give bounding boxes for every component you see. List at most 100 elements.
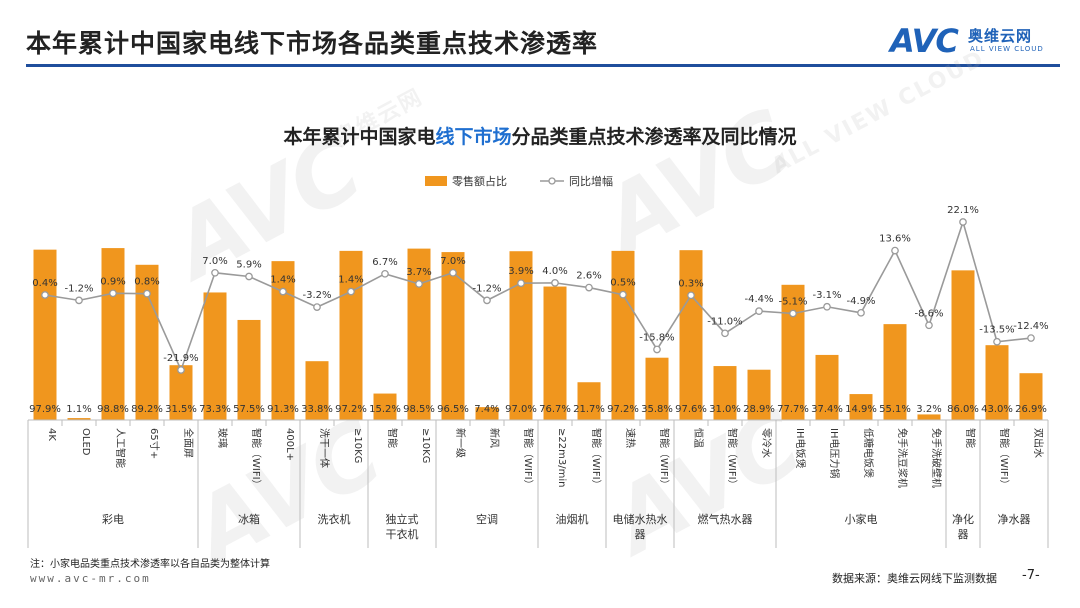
page-number: -7- — [1022, 568, 1040, 583]
line-value-label: -21.9% — [163, 353, 198, 364]
line-point — [279, 287, 287, 296]
bar-value-label: 55.1% — [879, 404, 911, 415]
bar-value-label: 91.3% — [267, 404, 299, 415]
line-value-label: -1.2% — [64, 283, 93, 294]
bar — [135, 264, 159, 420]
line-series — [44, 219, 1032, 373]
bar-value-label: 14.9% — [845, 404, 877, 415]
group-label: 燃气热水器 — [698, 512, 753, 526]
category-label: 洗干一体 — [318, 428, 330, 468]
bar-value-label: 97.2% — [335, 404, 367, 415]
website-url[interactable]: www.avc-mr.com — [30, 572, 151, 585]
line-point — [823, 302, 831, 311]
category-label: OLED — [80, 428, 91, 456]
bar — [101, 248, 125, 420]
category-label: 零冷水 — [760, 428, 773, 458]
line-point — [483, 296, 491, 305]
bar-value-label: 89.2% — [131, 404, 163, 415]
line-value-label: -4.4% — [744, 294, 773, 305]
chart-title-part-a: 本年累计中国家电 — [283, 126, 436, 148]
bar-value-label: 73.3% — [199, 404, 231, 415]
category-label: 智能 — [386, 428, 399, 448]
category-label: 智能 — [964, 428, 977, 448]
legend-line-marker — [548, 177, 556, 185]
category-label: 400L+ — [284, 428, 295, 461]
line-value-label: -12.4% — [1013, 321, 1048, 332]
chart-title-part-c: 分品类重点技术渗透率及同比情况 — [511, 126, 797, 148]
bar — [713, 366, 737, 420]
category-label: 智能（WIFI） — [998, 428, 1011, 490]
category-label: 65寸+ — [148, 428, 161, 459]
bar-value-label: 97.6% — [675, 404, 707, 415]
line-value-label: 0.4% — [32, 278, 57, 289]
bar — [237, 319, 261, 420]
bar-value-label: 57.5% — [233, 404, 265, 415]
line-value-label: 6.7% — [372, 257, 397, 268]
line-point — [653, 345, 661, 354]
bar-value-label: 96.5% — [437, 404, 469, 415]
group-label: 油烟机 — [556, 512, 589, 526]
category-label: 免手洗豆浆机 — [896, 428, 909, 488]
bar-value-label: 43.0% — [981, 404, 1013, 415]
line-value-label: 1.4% — [270, 275, 295, 286]
bar — [441, 252, 465, 420]
line-point — [245, 272, 253, 281]
line-point — [177, 366, 185, 374]
legend-bar-label: 零售额占比 — [452, 174, 507, 188]
group-label: 独立式 — [386, 512, 419, 526]
bar-value-label: 76.7% — [539, 404, 571, 415]
group-label: 小家电 — [845, 512, 878, 526]
bar-value-label: 15.2% — [369, 404, 401, 415]
bar-value-label: 26.9% — [1015, 404, 1047, 415]
bar-value-label: 86.0% — [947, 404, 979, 415]
bar-value-label: 33.8% — [301, 404, 333, 415]
line-point — [925, 321, 933, 330]
bar-value-label: 3.2% — [916, 404, 941, 415]
bar — [271, 261, 295, 420]
bar-value-label: 1.1% — [66, 404, 91, 415]
bar — [1019, 373, 1043, 420]
line-point — [721, 329, 729, 338]
category-label: 新风 — [488, 428, 501, 448]
category-label: ≥22m3/min — [556, 428, 567, 487]
line-point — [755, 307, 763, 315]
bar — [815, 354, 839, 420]
line-value-label: -8.6% — [914, 308, 943, 319]
line-point — [449, 268, 457, 277]
line-point — [857, 308, 865, 317]
line-point — [381, 269, 389, 278]
footnote: 注：小家电品类重点技术渗透率以各自品类为整体计算 — [30, 559, 270, 570]
line-value-label: -1.2% — [472, 283, 501, 294]
line-point — [959, 218, 967, 226]
bar — [509, 251, 533, 420]
bar — [475, 407, 499, 420]
line-value-label: 3.7% — [406, 267, 431, 278]
logo-mark: AVC — [890, 22, 959, 60]
line-value-label: 3.9% — [508, 266, 533, 277]
chart-title: 本年累计中国家电线下市场分品类重点技术渗透率及同比情况 — [0, 122, 1080, 149]
group-label: 净化 — [952, 512, 974, 526]
bar — [781, 284, 805, 420]
line-point — [211, 268, 219, 277]
line-point — [517, 279, 525, 288]
bar-value-label: 31.0% — [709, 404, 741, 415]
bar-value-label: 35.8% — [641, 404, 673, 415]
group-label: 空调 — [476, 512, 498, 526]
bar — [339, 250, 363, 420]
line-point — [1027, 334, 1035, 342]
category-label: 全面屏 — [182, 428, 195, 458]
category-label: 速热 — [624, 428, 637, 448]
bar — [305, 361, 329, 420]
category-label: 玻璃 — [216, 428, 229, 448]
category-label: ≥10KG — [352, 428, 363, 463]
category-label: 智能（WIFI） — [658, 428, 671, 490]
legend-line-label: 同比增幅 — [569, 174, 613, 188]
line-value-label: -11.0% — [707, 316, 742, 327]
bar-value-label: 77.7% — [777, 404, 809, 415]
bar-value-label: 21.7% — [573, 404, 605, 415]
bar — [543, 286, 567, 420]
line-value-label: -4.9% — [846, 296, 875, 307]
bar-value-label: 97.9% — [29, 404, 61, 415]
data-source: 数据来源：奥维云网线下监测数据 — [832, 572, 997, 585]
line-value-label: 5.9% — [236, 259, 261, 270]
